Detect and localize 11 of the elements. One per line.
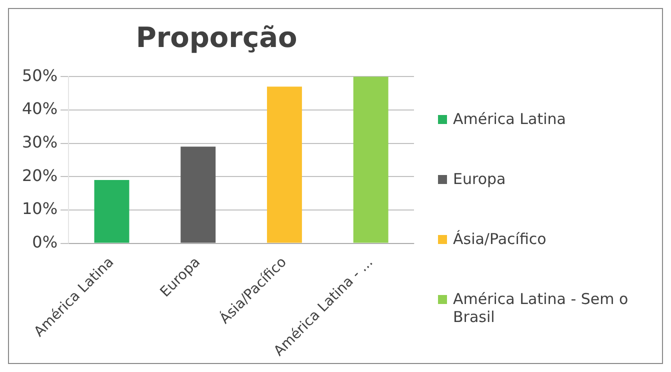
y-tick-label: 0% — [32, 232, 58, 252]
legend-label: América Latina - Sem o Brasil — [453, 290, 630, 326]
y-tick-label: 50% — [22, 66, 58, 85]
legend-label: América Latina — [453, 110, 566, 128]
y-tick-label: 10% — [22, 199, 58, 218]
chart-title: Proporção — [136, 21, 298, 54]
y-tick-label: 20% — [22, 166, 58, 185]
y-tick-label: 30% — [22, 132, 58, 152]
y-tick-label: 40% — [22, 99, 58, 118]
legend-label: Ásia/Pacífico — [453, 230, 546, 248]
legend-label: Europa — [453, 170, 506, 188]
